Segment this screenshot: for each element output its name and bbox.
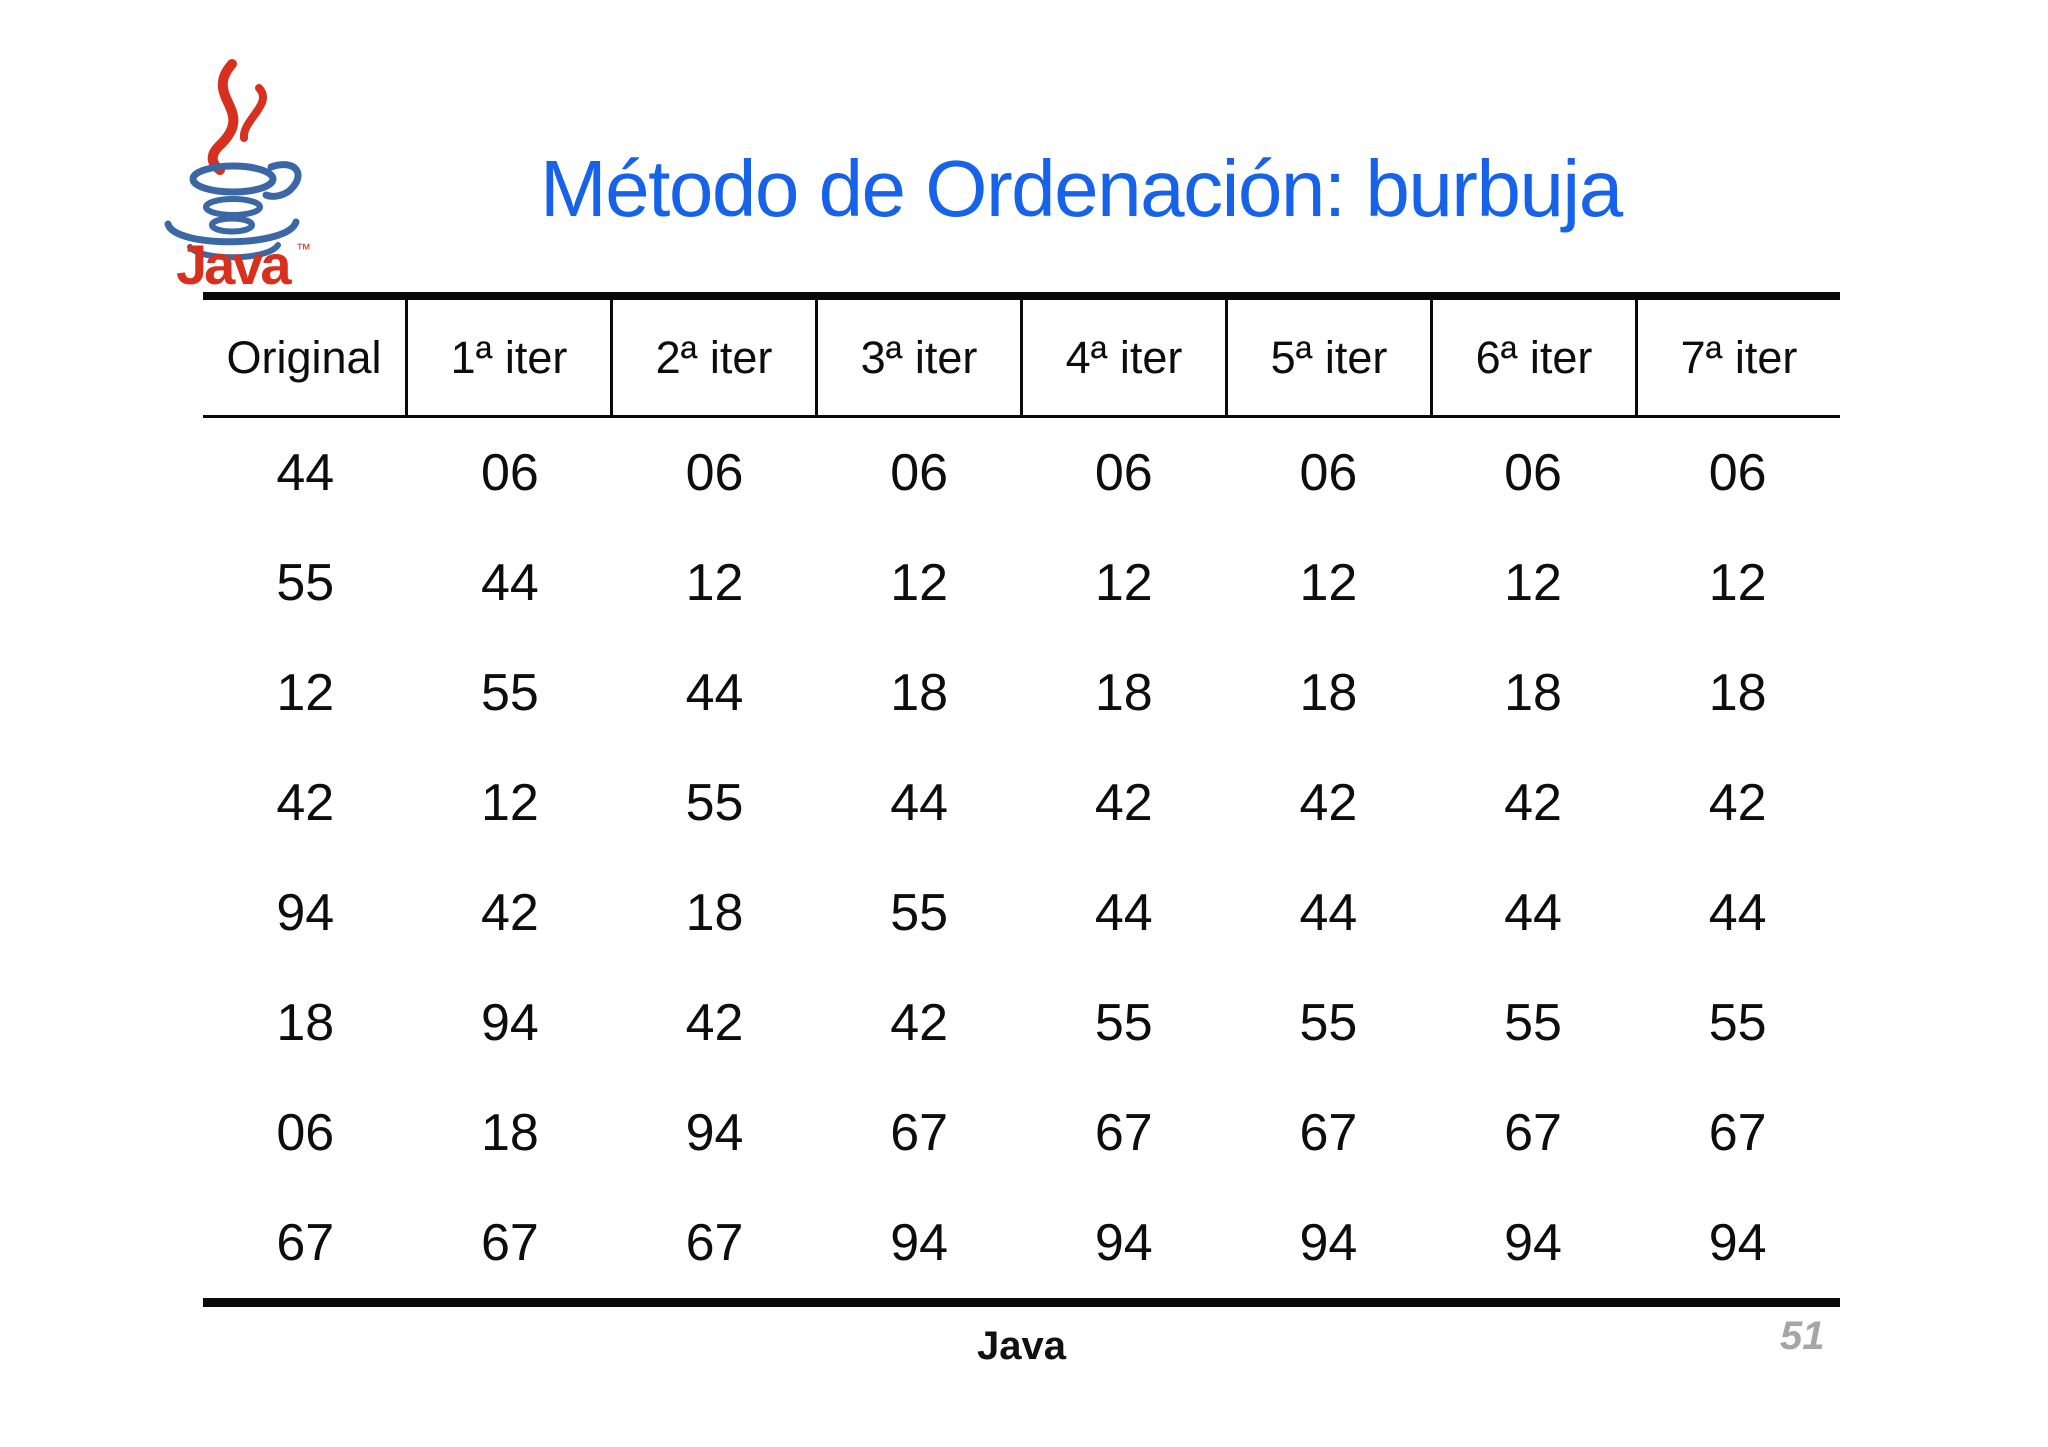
table-cell: 94 xyxy=(276,884,335,942)
table-row: 18 94 42 42 55 55 55 55 xyxy=(203,968,1840,1078)
table-cell: 67 xyxy=(1094,1104,1153,1162)
table-cell: 18 xyxy=(1504,664,1562,722)
trademark-symbol: ™ xyxy=(296,241,311,258)
page-title: Método de Ordenación: burbuja xyxy=(540,144,1623,233)
table-cell: 44 xyxy=(890,774,949,832)
table-cell: 94 xyxy=(1094,1214,1153,1272)
table-row: 06 18 94 67 67 67 67 67 xyxy=(203,1078,1840,1188)
table-cell: 42 xyxy=(276,774,335,832)
table-row: 94 42 18 55 44 44 44 44 xyxy=(203,858,1840,968)
table-cell: 94 xyxy=(890,1214,949,1272)
table-cell: 44 xyxy=(1504,884,1562,942)
table-cell: 06 xyxy=(276,1104,335,1162)
table-cell: 94 xyxy=(481,994,539,1052)
table-cell: 67 xyxy=(481,1214,539,1272)
table-cell: 55 xyxy=(890,884,949,942)
table-cell: 06 xyxy=(481,444,539,502)
table-cell: 12 xyxy=(481,774,539,832)
table-cell: 06 xyxy=(890,444,949,502)
table-cell: 42 xyxy=(481,884,539,942)
java-logo: Java ™ xyxy=(156,56,328,296)
table-cell: 44 xyxy=(276,444,335,502)
table-cell: 06 xyxy=(1299,444,1358,502)
steam-icon xyxy=(207,59,267,175)
column-header: 5ª iter xyxy=(1228,300,1433,415)
java-logo-icon: Java ™ xyxy=(164,59,311,296)
table-cell: 12 xyxy=(1094,554,1153,612)
table-cell: 44 xyxy=(685,664,744,722)
column-header: 4ª iter xyxy=(1023,300,1228,415)
table-cell: 67 xyxy=(685,1214,744,1272)
table-cell: 18 xyxy=(685,884,744,942)
table-cell: 12 xyxy=(1708,554,1767,612)
column-header: Original xyxy=(203,300,408,415)
table-cell: 44 xyxy=(1708,884,1767,942)
table-cell: 18 xyxy=(481,1104,539,1162)
table-cell: 55 xyxy=(1299,994,1358,1052)
table-cell: 06 xyxy=(1708,444,1767,502)
table-row: 67 67 67 94 94 94 94 94 xyxy=(203,1188,1840,1298)
table-cell: 06 xyxy=(685,444,744,502)
table-cell: 18 xyxy=(1094,664,1153,722)
column-header: 2ª iter xyxy=(613,300,818,415)
table-cell: 18 xyxy=(1299,664,1358,722)
table-cell: 12 xyxy=(1299,554,1358,612)
table-cell: 18 xyxy=(890,664,949,722)
page-number: 51 xyxy=(1780,1314,1825,1358)
table-cell: 44 xyxy=(481,554,539,612)
table-cell: 67 xyxy=(1299,1104,1358,1162)
table-cell: 44 xyxy=(1299,884,1358,942)
java-wordmark: Java xyxy=(176,233,292,290)
table-cell: 42 xyxy=(890,994,949,1052)
table-cell: 94 xyxy=(1708,1214,1767,1272)
table-cell: 55 xyxy=(1504,994,1562,1052)
table-row: 55 44 12 12 12 12 12 12 xyxy=(203,528,1840,638)
table-cell: 12 xyxy=(1504,554,1562,612)
table-row: 44 06 06 06 06 06 06 06 xyxy=(203,418,1840,528)
table-row: 12 55 44 18 18 18 18 18 xyxy=(203,638,1840,748)
column-header: 7ª iter xyxy=(1680,331,1798,383)
table-cell: 12 xyxy=(685,554,744,612)
table-cell: 42 xyxy=(1708,774,1767,832)
table-cell: 12 xyxy=(276,664,335,722)
table-cell: 94 xyxy=(1299,1214,1358,1272)
table-cell: 18 xyxy=(276,994,335,1052)
table-cell: 55 xyxy=(685,774,744,832)
table-cell: 67 xyxy=(1708,1104,1767,1162)
column-header: 6ª iter xyxy=(1433,300,1638,415)
table-header-row: Original 1ª iter 2ª iter 3ª iter 4ª iter 5ª i… xyxy=(203,292,1840,418)
table-body: 44 06 06 06 06 06 06 06 55 44 12 12 12 12 12 12 12 55 44 18… xyxy=(203,418,1840,1307)
table-cell: 55 xyxy=(481,664,539,722)
sort-iterations-table: Original 1ª iter 2ª iter 3ª iter 4ª iter 5ª i… xyxy=(203,292,1840,1307)
table-cell: 06 xyxy=(1504,444,1562,502)
column-header: 1ª iter xyxy=(408,300,613,415)
table-cell: 42 xyxy=(1094,774,1153,832)
table-cell: 67 xyxy=(1504,1104,1562,1162)
table-cell: 55 xyxy=(276,554,335,612)
table-row: 42 12 55 44 42 42 42 42 xyxy=(203,748,1840,858)
table-cell: 67 xyxy=(276,1214,335,1272)
table-cell: 42 xyxy=(685,994,744,1052)
table-cell: 67 xyxy=(890,1104,949,1162)
table-cell: 12 xyxy=(890,554,949,612)
table-cell: 18 xyxy=(1708,664,1767,722)
table-cell: 42 xyxy=(1299,774,1358,832)
table-cell: 44 xyxy=(1094,884,1153,942)
table-cell: 55 xyxy=(1708,994,1767,1052)
table-cell: 94 xyxy=(1504,1214,1562,1272)
column-header: 3ª iter xyxy=(818,300,1023,415)
table-cell: 55 xyxy=(1094,994,1153,1052)
coffee-cup-icon xyxy=(164,161,302,261)
table-cell: 06 xyxy=(1094,444,1153,502)
footer-brand: Java xyxy=(977,1324,1066,1368)
table-cell: 94 xyxy=(685,1104,744,1162)
table-cell: 42 xyxy=(1504,774,1562,832)
